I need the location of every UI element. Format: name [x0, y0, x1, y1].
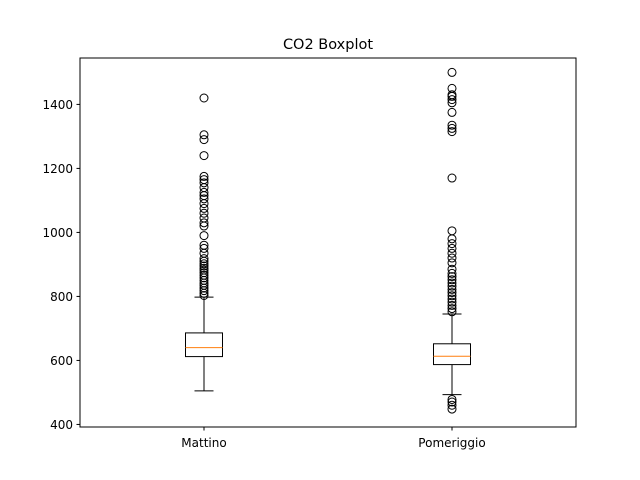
outlier-point-1-24 — [447, 226, 457, 236]
outlier-point-1-4 — [447, 307, 457, 317]
iqr-box-0 — [185, 332, 223, 358]
outlier-point-0-23 — [199, 208, 209, 218]
outlier-point-1-25 — [447, 173, 457, 183]
plot-area — [79, 57, 577, 428]
outlier-point-1-3 — [447, 394, 457, 404]
outlier-point-1-11 — [447, 284, 457, 294]
outlier-point-0-16 — [199, 248, 209, 258]
outlier-point-0-13 — [199, 259, 209, 269]
outlier-point-0-19 — [199, 231, 209, 241]
box-group-0 — [185, 93, 223, 392]
outlier-point-0-33 — [199, 151, 209, 161]
outlier-point-1-17 — [447, 264, 457, 274]
boxes-group — [185, 67, 471, 414]
outlier-point-1-2 — [447, 397, 457, 407]
outlier-point-1-14 — [447, 275, 457, 285]
y-tick-label-1000: 1000 — [42, 226, 73, 240]
outlier-point-0-35 — [199, 130, 209, 140]
outlier-point-0-0 — [199, 290, 209, 300]
y-tick-label-1200: 1200 — [42, 162, 73, 176]
outlier-point-1-33 — [447, 90, 457, 100]
outlier-point-0-36 — [199, 93, 209, 103]
outlier-point-1-15 — [447, 272, 457, 282]
outlier-point-0-11 — [199, 263, 209, 273]
y-axis: 400 600 800 1000 1200 1400 — [42, 98, 80, 432]
outlier-point-0-29 — [199, 183, 209, 193]
outlier-point-1-34 — [447, 83, 457, 93]
outlier-point-1-26 — [447, 127, 457, 137]
outlier-point-1-0 — [447, 404, 457, 414]
outlier-point-0-21 — [199, 218, 209, 228]
outlier-point-1-31 — [447, 95, 457, 105]
outlier-point-1-20 — [447, 248, 457, 258]
outlier-point-0-34 — [199, 135, 209, 145]
outlier-point-1-35 — [447, 67, 457, 77]
y-tick-label-400: 400 — [50, 418, 73, 432]
outlier-point-1-22 — [447, 239, 457, 249]
outlier-point-0-28 — [199, 187, 209, 197]
outlier-point-1-27 — [447, 123, 457, 133]
iqr-box-1 — [433, 343, 471, 366]
outlier-point-1-10 — [447, 288, 457, 298]
outlier-point-1-21 — [447, 243, 457, 253]
x-tick-label-1: Pomeriggio — [418, 436, 485, 450]
y-tick-label-800: 800 — [50, 290, 73, 304]
y-tick-label-600: 600 — [50, 354, 73, 368]
outlier-point-0-25 — [199, 199, 209, 209]
outlier-point-1-12 — [447, 281, 457, 291]
outlier-point-1-5 — [447, 304, 457, 314]
outlier-point-1-16 — [447, 268, 457, 278]
outlier-point-1-7 — [447, 297, 457, 307]
outlier-point-0-9 — [199, 268, 209, 278]
outlier-point-0-30 — [199, 178, 209, 188]
outlier-point-0-17 — [199, 243, 209, 253]
x-axis: Mattino Pomeriggio — [181, 427, 486, 450]
outlier-point-1-19 — [447, 253, 457, 263]
outlier-point-0-24 — [199, 203, 209, 213]
outlier-point-0-15 — [199, 254, 209, 264]
outlier-point-0-12 — [199, 261, 209, 271]
outlier-point-0-31 — [199, 175, 209, 185]
outlier-point-0-8 — [199, 270, 209, 280]
outlier-point-1-6 — [447, 300, 457, 310]
x-tick-label-0: Mattino — [181, 436, 226, 450]
outlier-point-1-28 — [447, 120, 457, 130]
outlier-point-0-18 — [199, 240, 209, 250]
outlier-point-1-29 — [447, 107, 457, 117]
chart-title: CO2 Boxplot — [283, 37, 373, 53]
box-group-1 — [433, 67, 471, 414]
outlier-point-0-26 — [199, 194, 209, 204]
outlier-point-1-23 — [447, 234, 457, 244]
outlier-point-1-18 — [447, 258, 457, 268]
outlier-point-0-4 — [199, 280, 209, 290]
outlier-point-0-32 — [199, 171, 209, 181]
outlier-point-1-13 — [447, 278, 457, 288]
outlier-point-1-8 — [447, 294, 457, 304]
outlier-point-0-22 — [199, 213, 209, 223]
outlier-point-1-1 — [447, 400, 457, 410]
outlier-point-1-9 — [447, 291, 457, 301]
y-tick-label-1400: 1400 — [42, 98, 73, 112]
